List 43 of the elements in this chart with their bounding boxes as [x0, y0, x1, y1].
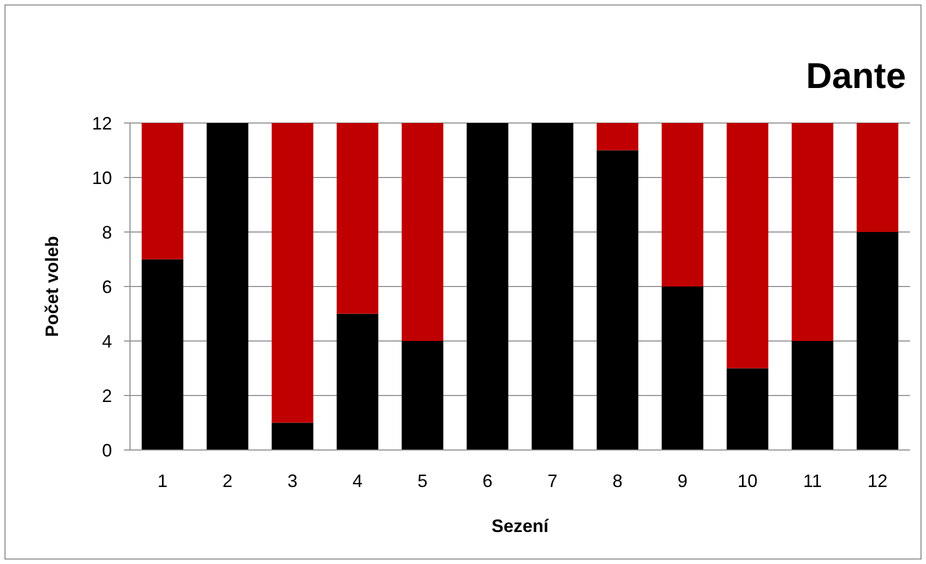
- bar: [726, 368, 768, 450]
- x-axis-title: Sezení: [491, 516, 550, 536]
- x-tick-label: 5: [417, 471, 428, 491]
- x-tick-label: 1: [157, 471, 168, 491]
- chart-title: Dante: [806, 55, 906, 96]
- bar: [662, 123, 704, 286]
- bar: [142, 123, 184, 260]
- y-tick-label: 0: [102, 440, 112, 460]
- x-tick-label: 12: [867, 471, 888, 491]
- bar: [142, 259, 184, 450]
- bar: [402, 123, 444, 341]
- x-tick-label: 8: [612, 471, 623, 491]
- x-tick-label: 9: [677, 471, 688, 491]
- bar: [596, 150, 638, 450]
- x-tick-label: 11: [803, 471, 822, 491]
- x-tick-label: 2: [222, 471, 233, 491]
- bar: [272, 422, 314, 450]
- y-axis-title: Počet voleb: [42, 236, 62, 338]
- bar: [856, 123, 898, 232]
- bar: [336, 314, 378, 450]
- bar: [726, 123, 768, 368]
- bar: [792, 341, 834, 450]
- y-tick-label: 10: [92, 168, 112, 188]
- bar: [206, 123, 248, 450]
- y-tick-label: 8: [102, 222, 112, 242]
- bar: [856, 232, 898, 450]
- x-tick-label: 10: [737, 471, 758, 491]
- x-tick-label: 6: [482, 471, 493, 491]
- x-tick-label: 3: [287, 471, 298, 491]
- bar: [532, 123, 574, 450]
- bar: [336, 123, 378, 314]
- bar: [596, 123, 638, 150]
- bar: [402, 341, 444, 450]
- bar: [466, 123, 508, 450]
- y-tick-label: 4: [102, 331, 112, 352]
- y-tick-label: 12: [92, 113, 112, 134]
- x-tick-label: 4: [352, 471, 363, 491]
- y-tick-label: 6: [102, 276, 112, 297]
- y-tick-label: 2: [102, 386, 112, 406]
- bar: [792, 123, 834, 341]
- x-tick-label: 7: [547, 471, 558, 491]
- bar: [662, 286, 704, 450]
- bar: [272, 123, 314, 423]
